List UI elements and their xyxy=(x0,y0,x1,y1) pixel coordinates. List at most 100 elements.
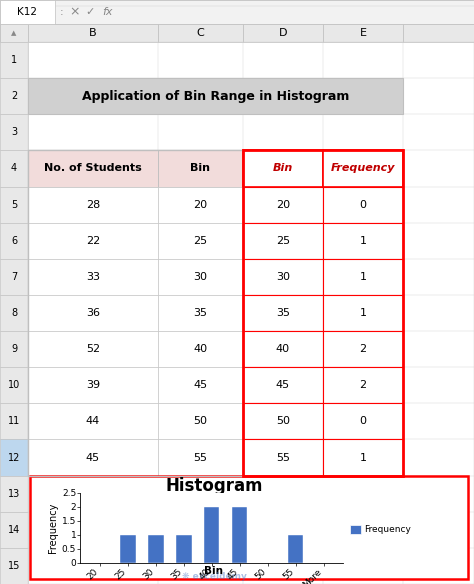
Text: Bin: Bin xyxy=(273,164,293,173)
Bar xyxy=(243,151,323,186)
Bar xyxy=(158,367,243,404)
Bar xyxy=(323,259,403,295)
Text: B: B xyxy=(89,28,97,38)
Bar xyxy=(0,548,28,584)
Bar xyxy=(323,295,403,331)
Text: ▲: ▲ xyxy=(11,30,17,36)
Bar xyxy=(323,404,403,440)
Bar xyxy=(158,331,243,367)
Bar xyxy=(0,512,28,548)
Bar xyxy=(28,151,158,186)
Bar xyxy=(158,259,243,295)
Text: 4: 4 xyxy=(11,164,17,173)
Text: 40: 40 xyxy=(276,344,290,354)
Text: Bin: Bin xyxy=(204,566,223,576)
Bar xyxy=(403,24,474,42)
Bar xyxy=(0,259,28,295)
Bar xyxy=(0,151,28,186)
Text: 9: 9 xyxy=(11,344,17,354)
Bar xyxy=(158,404,243,440)
Text: 28: 28 xyxy=(86,200,100,210)
Bar xyxy=(28,151,243,475)
Text: 2: 2 xyxy=(11,91,17,101)
Bar xyxy=(243,404,323,440)
Text: 36: 36 xyxy=(86,308,100,318)
Text: 45: 45 xyxy=(276,380,290,390)
Text: 0: 0 xyxy=(359,416,366,426)
Text: 2: 2 xyxy=(359,380,366,390)
Text: 50: 50 xyxy=(193,416,208,426)
Text: 13: 13 xyxy=(8,489,20,499)
Text: 35: 35 xyxy=(276,308,290,318)
Text: 44: 44 xyxy=(86,416,100,426)
Bar xyxy=(28,331,158,367)
Bar xyxy=(350,525,361,534)
Bar xyxy=(323,331,403,367)
Bar xyxy=(204,506,219,562)
Text: 20: 20 xyxy=(276,200,290,210)
Text: 25: 25 xyxy=(193,236,208,246)
Bar xyxy=(158,24,243,42)
Text: 1: 1 xyxy=(359,272,366,282)
Text: 8: 8 xyxy=(11,308,17,318)
Text: 50: 50 xyxy=(276,416,290,426)
Bar xyxy=(243,440,323,475)
Bar xyxy=(28,223,158,259)
Text: C: C xyxy=(197,28,204,38)
Bar xyxy=(243,367,323,404)
Bar xyxy=(232,506,247,562)
Bar xyxy=(0,42,28,584)
Text: 2: 2 xyxy=(359,344,366,354)
Bar xyxy=(158,151,243,186)
Bar xyxy=(158,223,243,259)
Bar xyxy=(323,151,403,186)
Text: 25: 25 xyxy=(276,236,290,246)
Text: Bin: Bin xyxy=(191,164,210,173)
Bar xyxy=(243,331,323,367)
Bar xyxy=(0,404,28,440)
Bar xyxy=(0,0,474,24)
Bar xyxy=(0,331,28,367)
Text: 35: 35 xyxy=(193,308,208,318)
Text: 39: 39 xyxy=(86,380,100,390)
Bar xyxy=(176,534,191,562)
Bar xyxy=(323,367,403,404)
Bar xyxy=(28,24,158,42)
Text: 1: 1 xyxy=(359,308,366,318)
Text: 22: 22 xyxy=(86,236,100,246)
Bar xyxy=(323,24,403,42)
Bar xyxy=(28,78,403,114)
Text: 33: 33 xyxy=(86,272,100,282)
Text: 7: 7 xyxy=(11,272,17,282)
Text: fx: fx xyxy=(103,7,113,17)
Text: 20: 20 xyxy=(193,200,208,210)
Text: ×: × xyxy=(70,5,80,19)
Text: 1: 1 xyxy=(11,55,17,65)
Text: 55: 55 xyxy=(193,453,208,463)
Bar xyxy=(28,259,158,295)
Bar xyxy=(0,0,55,24)
Bar xyxy=(158,440,243,475)
Text: K12: K12 xyxy=(17,7,37,17)
Text: 0: 0 xyxy=(359,200,366,210)
Text: 14: 14 xyxy=(8,525,20,535)
Bar xyxy=(28,404,158,440)
Text: ❋ exceldemy: ❋ exceldemy xyxy=(182,572,246,580)
Bar xyxy=(323,223,403,259)
Text: 12: 12 xyxy=(8,453,20,463)
Bar xyxy=(148,534,164,562)
Text: 52: 52 xyxy=(86,344,100,354)
Bar xyxy=(243,259,323,295)
Text: 10: 10 xyxy=(8,380,20,390)
Bar xyxy=(243,151,403,475)
Text: D: D xyxy=(279,28,287,38)
Bar xyxy=(0,295,28,331)
Bar xyxy=(28,440,158,475)
Bar xyxy=(0,42,28,78)
Text: No. of Students: No. of Students xyxy=(44,164,142,173)
Text: Frequency: Frequency xyxy=(331,164,395,173)
Text: 55: 55 xyxy=(276,453,290,463)
Bar xyxy=(158,295,243,331)
Text: :: : xyxy=(60,7,64,17)
Text: ✓: ✓ xyxy=(85,7,95,17)
